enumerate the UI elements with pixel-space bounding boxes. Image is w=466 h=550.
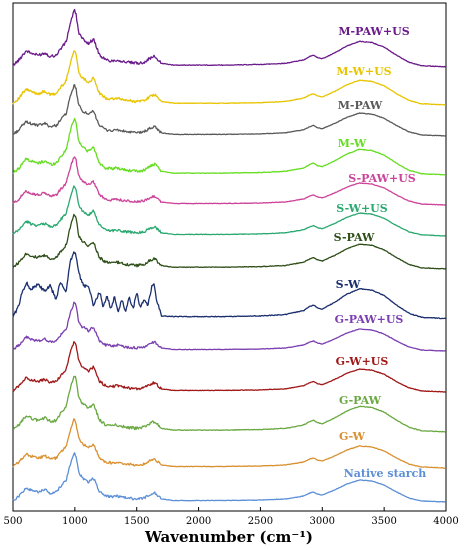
x-tick-label: 1000 bbox=[62, 516, 87, 527]
series-line-g-paw-us bbox=[12, 301, 446, 352]
series-label-g-paw-us: G-PAW+US bbox=[335, 313, 404, 326]
series-line-g-w-us bbox=[12, 340, 446, 393]
series-line-s-w-us bbox=[12, 185, 447, 237]
series-line-g-paw bbox=[13, 375, 446, 433]
series-label-native-starch: Native starch bbox=[344, 467, 427, 480]
series-label-g-paw: G-PAW bbox=[339, 394, 382, 407]
spectra-group bbox=[12, 8, 447, 503]
x-tick-label: 4000 bbox=[433, 516, 458, 527]
series-label-s-paw: S-PAW bbox=[334, 231, 375, 244]
x-tick-label: 2000 bbox=[186, 516, 211, 527]
x-tick-label: 3500 bbox=[371, 516, 396, 527]
series-labels-group: M-PAW+US M-W+US M-PAW M-W S-PAW+US S-W+US S-PA… bbox=[334, 25, 427, 480]
x-tick-label: 3000 bbox=[310, 516, 335, 527]
x-tick-label: 500 bbox=[3, 516, 22, 527]
series-line-s-w bbox=[12, 251, 446, 320]
series-label-g-w-us: G-W+US bbox=[336, 355, 389, 368]
x-tick-label: 1500 bbox=[124, 516, 149, 527]
series-line-s-paw-us bbox=[12, 156, 446, 206]
series-label-s-w-us: S-W+US bbox=[336, 202, 387, 215]
x-axis-title: Wavenumber (cm⁻¹) bbox=[144, 528, 313, 546]
series-label-s-paw-us: S-PAW+US bbox=[348, 172, 416, 185]
series-line-native-starch bbox=[12, 452, 446, 503]
series-line-g-w bbox=[12, 418, 446, 469]
series-line-m-w-us bbox=[12, 50, 446, 106]
x-tick-label: 2500 bbox=[248, 516, 273, 527]
series-line-s-paw bbox=[12, 213, 447, 270]
plot-frame bbox=[12, 2, 447, 512]
series-line-m-w bbox=[12, 117, 446, 176]
series-label-s-w: S-W bbox=[336, 278, 361, 291]
x-axis-ticks: 500 1000 1500 2000 2500 3000 3500 4000 bbox=[3, 507, 459, 527]
series-label-g-w: G-W bbox=[339, 430, 366, 443]
series-line-m-paw-us bbox=[12, 8, 446, 68]
series-label-m-w-us: M-W+US bbox=[336, 65, 391, 78]
series-label-m-paw: M-PAW bbox=[338, 99, 383, 112]
series-label-m-w: M-W bbox=[338, 137, 367, 150]
series-label-m-paw-us: M-PAW+US bbox=[338, 25, 409, 38]
series-line-m-paw bbox=[12, 84, 446, 137]
